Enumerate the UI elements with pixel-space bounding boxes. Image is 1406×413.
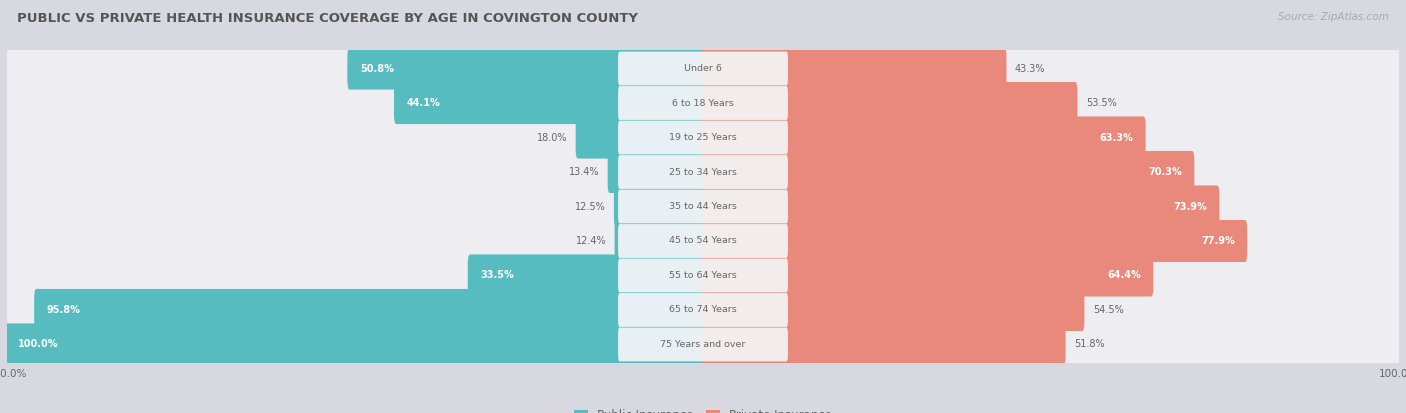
FancyBboxPatch shape [619, 52, 787, 85]
Text: 19 to 25 Years: 19 to 25 Years [669, 133, 737, 142]
FancyBboxPatch shape [702, 47, 1007, 90]
Text: 63.3%: 63.3% [1099, 133, 1133, 142]
Text: 73.9%: 73.9% [1173, 202, 1206, 211]
FancyBboxPatch shape [7, 279, 1399, 341]
Text: 55 to 64 Years: 55 to 64 Years [669, 271, 737, 280]
Text: 77.9%: 77.9% [1201, 236, 1234, 246]
FancyBboxPatch shape [10, 279, 1396, 341]
Text: 12.5%: 12.5% [575, 202, 606, 211]
Text: 65 to 74 Years: 65 to 74 Years [669, 306, 737, 314]
Text: 53.5%: 53.5% [1085, 98, 1116, 108]
Text: 44.1%: 44.1% [406, 98, 440, 108]
FancyBboxPatch shape [619, 121, 787, 154]
Legend: Public Insurance, Private Insurance: Public Insurance, Private Insurance [569, 404, 837, 413]
FancyBboxPatch shape [702, 254, 1153, 297]
Text: 54.5%: 54.5% [1092, 305, 1123, 315]
FancyBboxPatch shape [7, 72, 1399, 134]
Text: 100.0%: 100.0% [17, 339, 58, 349]
Text: 35 to 44 Years: 35 to 44 Years [669, 202, 737, 211]
FancyBboxPatch shape [702, 116, 1146, 159]
FancyBboxPatch shape [702, 323, 1066, 366]
FancyBboxPatch shape [619, 224, 787, 258]
FancyBboxPatch shape [575, 116, 704, 159]
Text: 18.0%: 18.0% [537, 133, 567, 142]
FancyBboxPatch shape [10, 72, 1396, 134]
FancyBboxPatch shape [7, 176, 1399, 237]
FancyBboxPatch shape [702, 185, 1219, 228]
FancyBboxPatch shape [702, 220, 1247, 262]
Text: 33.5%: 33.5% [481, 271, 515, 280]
Text: 70.3%: 70.3% [1149, 167, 1182, 177]
FancyBboxPatch shape [6, 323, 704, 366]
FancyBboxPatch shape [10, 245, 1396, 306]
FancyBboxPatch shape [10, 141, 1396, 203]
FancyBboxPatch shape [10, 107, 1396, 168]
FancyBboxPatch shape [34, 289, 704, 331]
FancyBboxPatch shape [619, 190, 787, 223]
FancyBboxPatch shape [7, 38, 1399, 100]
FancyBboxPatch shape [468, 254, 704, 297]
FancyBboxPatch shape [10, 38, 1396, 99]
Text: 43.3%: 43.3% [1015, 64, 1045, 74]
Text: Source: ZipAtlas.com: Source: ZipAtlas.com [1278, 12, 1389, 22]
FancyBboxPatch shape [7, 141, 1399, 203]
Text: 45 to 54 Years: 45 to 54 Years [669, 237, 737, 245]
Text: Under 6: Under 6 [685, 64, 721, 73]
Text: 95.8%: 95.8% [46, 305, 80, 315]
Text: 64.4%: 64.4% [1107, 271, 1140, 280]
FancyBboxPatch shape [10, 210, 1396, 272]
FancyBboxPatch shape [7, 107, 1399, 169]
Text: 51.8%: 51.8% [1074, 339, 1105, 349]
Text: PUBLIC VS PRIVATE HEALTH INSURANCE COVERAGE BY AGE IN COVINGTON COUNTY: PUBLIC VS PRIVATE HEALTH INSURANCE COVER… [17, 12, 638, 25]
FancyBboxPatch shape [7, 244, 1399, 306]
Text: 6 to 18 Years: 6 to 18 Years [672, 99, 734, 107]
FancyBboxPatch shape [7, 210, 1399, 272]
FancyBboxPatch shape [347, 47, 704, 90]
Text: 75 Years and over: 75 Years and over [661, 340, 745, 349]
Text: 12.4%: 12.4% [575, 236, 606, 246]
FancyBboxPatch shape [607, 151, 704, 193]
FancyBboxPatch shape [7, 313, 1399, 375]
FancyBboxPatch shape [614, 185, 704, 228]
FancyBboxPatch shape [10, 314, 1396, 375]
Text: 13.4%: 13.4% [569, 167, 599, 177]
FancyBboxPatch shape [619, 86, 787, 120]
Text: 50.8%: 50.8% [360, 64, 394, 74]
FancyBboxPatch shape [702, 151, 1194, 193]
FancyBboxPatch shape [619, 293, 787, 327]
FancyBboxPatch shape [702, 82, 1077, 124]
FancyBboxPatch shape [619, 259, 787, 292]
FancyBboxPatch shape [614, 220, 704, 262]
FancyBboxPatch shape [394, 82, 704, 124]
Text: 25 to 34 Years: 25 to 34 Years [669, 168, 737, 176]
FancyBboxPatch shape [619, 155, 787, 189]
FancyBboxPatch shape [10, 176, 1396, 237]
FancyBboxPatch shape [619, 328, 787, 361]
FancyBboxPatch shape [702, 289, 1084, 331]
